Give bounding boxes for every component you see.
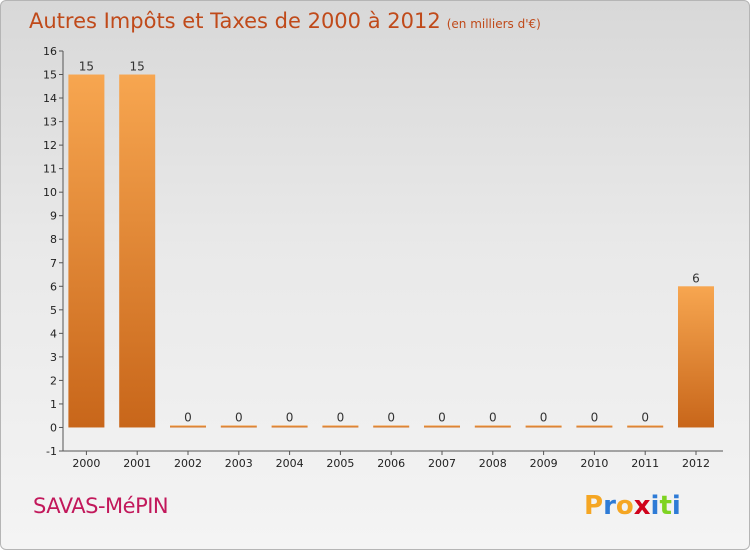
bar	[220, 425, 257, 428]
logo-letter: t	[659, 491, 672, 521]
x-tick-label: 2004	[276, 457, 304, 470]
y-tick-label: 11	[43, 163, 57, 176]
title-text: Autres Impôts et Taxes de 2000 à 2012	[29, 9, 441, 33]
x-tick-label: 2007	[428, 457, 456, 470]
y-tick-label: 16	[43, 45, 57, 58]
y-tick-label: 14	[43, 92, 57, 105]
data-label: 0	[591, 410, 599, 424]
bar	[576, 425, 613, 428]
chart-subtitle: (en milliers d'€)	[446, 17, 541, 31]
bar	[373, 425, 410, 428]
y-tick-label: 13	[43, 116, 57, 129]
y-tick-label: 8	[50, 233, 57, 246]
x-tick-label: 2008	[479, 457, 507, 470]
y-tick-label: 2	[50, 374, 57, 387]
y-tick-label: 9	[50, 210, 57, 223]
bar	[525, 425, 562, 428]
y-tick-label: -1	[46, 445, 57, 458]
x-tick-label: 2005	[326, 457, 354, 470]
x-tick-label: 2009	[530, 457, 558, 470]
bar	[474, 425, 511, 428]
data-label: 0	[489, 410, 497, 424]
logo-letter: i	[671, 491, 681, 521]
x-tick-label: 2000	[72, 457, 100, 470]
logo-letter: r	[603, 491, 616, 521]
x-tick-label: 2003	[225, 457, 253, 470]
logo-letter: x	[633, 491, 651, 521]
bar	[68, 74, 105, 428]
x-tick-label: 2011	[631, 457, 659, 470]
commune-name: SAVAS-MéPIN	[33, 494, 169, 518]
data-label: 0	[540, 410, 548, 424]
x-tick-label: 2010	[580, 457, 608, 470]
bar	[322, 425, 359, 428]
data-label: 0	[438, 410, 446, 424]
data-label: 0	[641, 410, 649, 424]
data-label: 0	[184, 410, 192, 424]
bar	[170, 425, 206, 428]
x-tick-label: 2006	[377, 457, 405, 470]
logo-letter: P	[584, 491, 604, 521]
bar	[678, 286, 714, 428]
data-label: 0	[337, 410, 345, 424]
proxiti-logo[interactable]: Proxiti	[584, 491, 681, 521]
x-tick-label: 2002	[174, 457, 202, 470]
data-label: 15	[79, 60, 94, 74]
bar	[424, 425, 460, 428]
bar	[627, 425, 664, 428]
logo-letter: o	[615, 491, 634, 521]
x-tick-label: 2012	[682, 457, 710, 470]
y-tick-label: 5	[50, 304, 57, 317]
y-tick-label: 1	[50, 398, 57, 411]
data-label: 0	[286, 410, 294, 424]
y-tick-label: 7	[50, 257, 57, 270]
data-label: 0	[387, 410, 395, 424]
bar	[119, 74, 156, 428]
y-tick-label: 12	[43, 139, 57, 152]
logo-letter: i	[650, 491, 660, 521]
data-label: 15	[130, 60, 145, 74]
y-tick-label: 0	[50, 421, 57, 434]
data-label: 0	[235, 410, 243, 424]
y-tick-label: 10	[43, 186, 57, 199]
y-tick-label: 15	[43, 69, 57, 82]
y-tick-label: 3	[50, 351, 57, 364]
y-tick-label: 6	[50, 280, 57, 293]
x-tick-label: 2001	[123, 457, 151, 470]
data-label: 6	[692, 271, 700, 285]
chart-title: Autres Impôts et Taxes de 2000 à 2012 (en…	[29, 9, 541, 33]
bar	[271, 425, 308, 428]
y-tick-label: 4	[50, 327, 57, 340]
